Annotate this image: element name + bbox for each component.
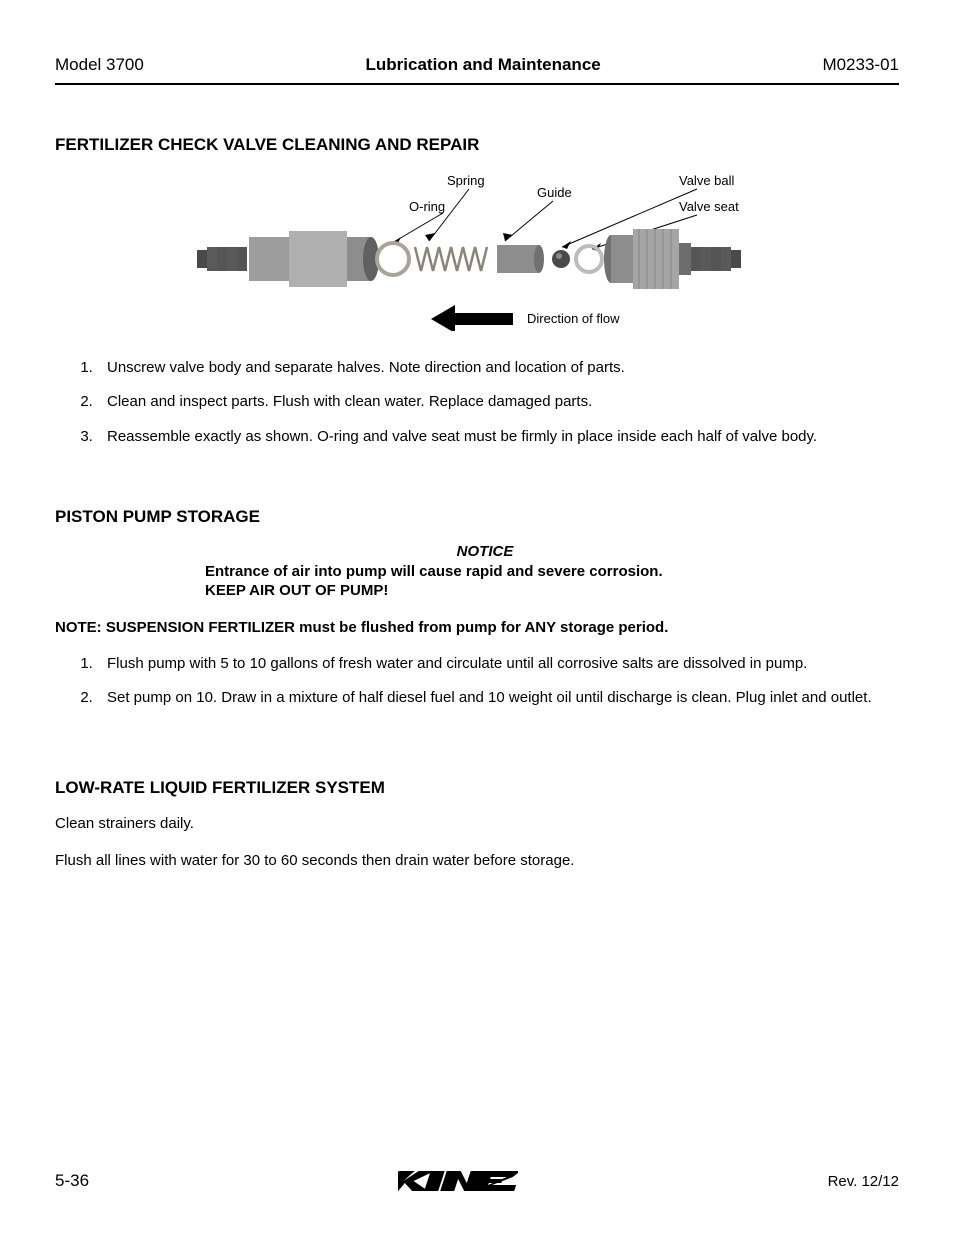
notice-line1: Entrance of air into pump will cause rap… bbox=[205, 562, 899, 582]
section2-steps: Flush pump with 5 to 10 gallons of fresh… bbox=[55, 654, 899, 709]
label-guide: Guide bbox=[537, 185, 572, 200]
section2-step: Set pump on 10. Draw in a mixture of hal… bbox=[97, 688, 899, 708]
valve-diagram: Spring Guide Valve ball O-ring Valve sea… bbox=[197, 171, 757, 336]
section3-p1: Clean strainers daily. bbox=[55, 814, 899, 834]
label-oring: O-ring bbox=[409, 199, 445, 214]
revision: Rev. 12/12 bbox=[828, 1173, 899, 1190]
guide-icon bbox=[497, 245, 544, 273]
section2-title: PISTON PUMP STORAGE bbox=[55, 507, 899, 527]
oring-icon bbox=[377, 243, 409, 275]
label-flow: Direction of flow bbox=[527, 311, 620, 326]
label-valveball: Valve ball bbox=[679, 173, 735, 188]
label-spring: Spring bbox=[447, 173, 485, 188]
section1-title: FERTILIZER CHECK VALVE CLEANING AND REPA… bbox=[55, 135, 899, 155]
notice-title: NOTICE bbox=[205, 543, 765, 560]
page-header: Model 3700 Lubrication and Maintenance M… bbox=[55, 55, 899, 75]
section1-step: Reassemble exactly as shown. O-ring and … bbox=[97, 427, 899, 447]
section3-title: LOW-RATE LIQUID FERTILIZER SYSTEM bbox=[55, 778, 899, 798]
notice-block: NOTICE Entrance of air into pump will ca… bbox=[55, 543, 899, 601]
right-body-icon bbox=[604, 229, 741, 289]
valve-ball-icon bbox=[552, 250, 570, 268]
model-number: Model 3700 bbox=[55, 55, 144, 75]
section2-note: NOTE: SUSPENSION FERTILIZER must be flus… bbox=[55, 619, 899, 636]
kinze-logo-icon bbox=[398, 1167, 518, 1195]
page-number: 5-36 bbox=[55, 1171, 89, 1191]
section-name: Lubrication and Maintenance bbox=[144, 55, 823, 75]
notice-line2: KEEP AIR OUT OF PUMP! bbox=[205, 581, 899, 601]
flow-arrow-icon bbox=[431, 305, 513, 331]
left-body-icon bbox=[197, 231, 379, 287]
section1-step: Clean and inspect parts. Flush with clea… bbox=[97, 392, 899, 412]
label-valveseat: Valve seat bbox=[679, 199, 739, 214]
header-rule bbox=[55, 83, 899, 85]
doc-number: M0233-01 bbox=[822, 55, 899, 75]
section1-steps: Unscrew valve body and separate halves. … bbox=[55, 358, 899, 447]
spring-icon bbox=[415, 247, 487, 271]
section1-step: Unscrew valve body and separate halves. … bbox=[97, 358, 899, 378]
section3-p2: Flush all lines with water for 30 to 60 … bbox=[55, 851, 899, 871]
section2-step: Flush pump with 5 to 10 gallons of fresh… bbox=[97, 654, 899, 674]
valve-seat-icon bbox=[576, 246, 602, 272]
page-footer: 5-36 Rev. 12/12 bbox=[55, 1167, 899, 1195]
